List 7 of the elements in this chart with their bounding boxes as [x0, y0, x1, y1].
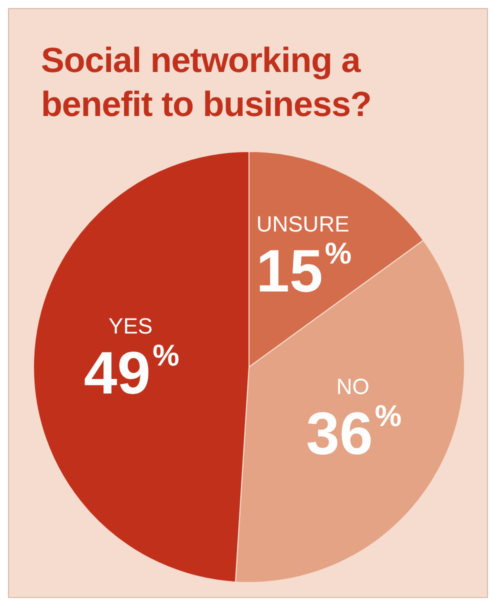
chart-title: Social networking a benefit to business?	[41, 40, 372, 126]
slice-label: UNSURE	[256, 211, 350, 236]
data-label: 36%	[306, 400, 402, 468]
data-label: 15%	[256, 237, 352, 304]
slice-label: NO	[336, 374, 370, 400]
slice-label: YES	[108, 313, 153, 338]
data-label: 49%	[84, 339, 180, 406]
